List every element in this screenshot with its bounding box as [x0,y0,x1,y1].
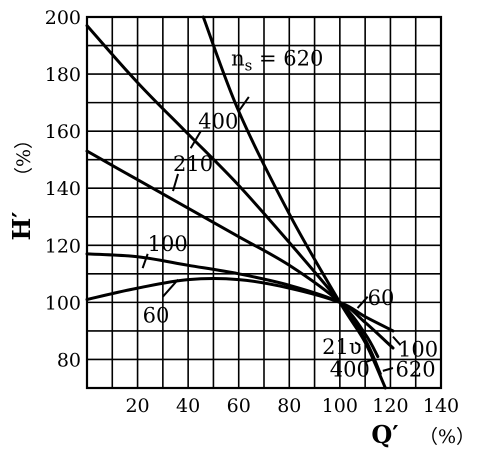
y-tick-label: 180 [45,64,81,86]
series-400-leader [189,130,202,149]
right-400-leader [364,358,374,364]
right-100-leader [392,335,402,346]
y-tick-label: 80 [57,349,81,371]
series-line-400 [85,24,382,376]
series-label-400: 400 [198,109,238,133]
series-100-leader [141,253,149,269]
x-tick-label: 40 [176,395,200,417]
series-line-60 [85,276,395,333]
y-tick-label: 100 [45,292,81,314]
series-label-620: ns = 620 [231,47,323,75]
series-60-leader-left [162,278,179,298]
y-tick-label: 160 [45,121,81,143]
right-60-leader [356,296,369,309]
right-label-400: 400 [330,358,370,382]
x-axis-label: Q′ [371,420,398,449]
right-label-210: 21υ [322,335,362,359]
series-620-leader [237,96,250,112]
plot-frame [85,15,443,390]
y-axis-label: H′ [7,211,36,240]
right-210-leader [354,341,361,347]
series-label-210: 210 [173,152,213,176]
series-line-210 [85,149,380,359]
series-210-leader [172,173,179,192]
x-axis-unit: （%） [419,426,475,448]
right-label-620: 620 [395,358,435,382]
y-tick-label: 200 [45,7,81,29]
series-label-60-left: 60 [143,303,170,327]
x-tick-label: 60 [227,395,251,417]
series-line-620 [201,15,387,390]
series-line-100 [85,252,395,350]
x-tick-label: 140 [423,395,459,417]
right-label-100: 100 [398,338,438,362]
y-tick-label: 140 [45,178,81,200]
x-tick-label: 80 [277,395,301,417]
right-label-60: 60 [368,286,395,310]
x-tick-label: 100 [322,395,358,417]
right-620-leader [382,367,394,372]
y-axis-title: H′ （%） [7,130,36,241]
grid [87,17,441,388]
x-tick-label: 120 [372,395,408,417]
y-tick-label: 120 [45,235,81,257]
x-axis-title: Q′ （%） [371,420,475,449]
y-axis-unit: （%） [13,130,35,186]
tick-labels: 20 40 60 80 100 120 140 80 100 120 140 160 180 200 [45,7,459,417]
x-tick-label: 20 [125,395,149,417]
series-label-100: 100 [148,232,188,256]
curves [85,15,395,390]
